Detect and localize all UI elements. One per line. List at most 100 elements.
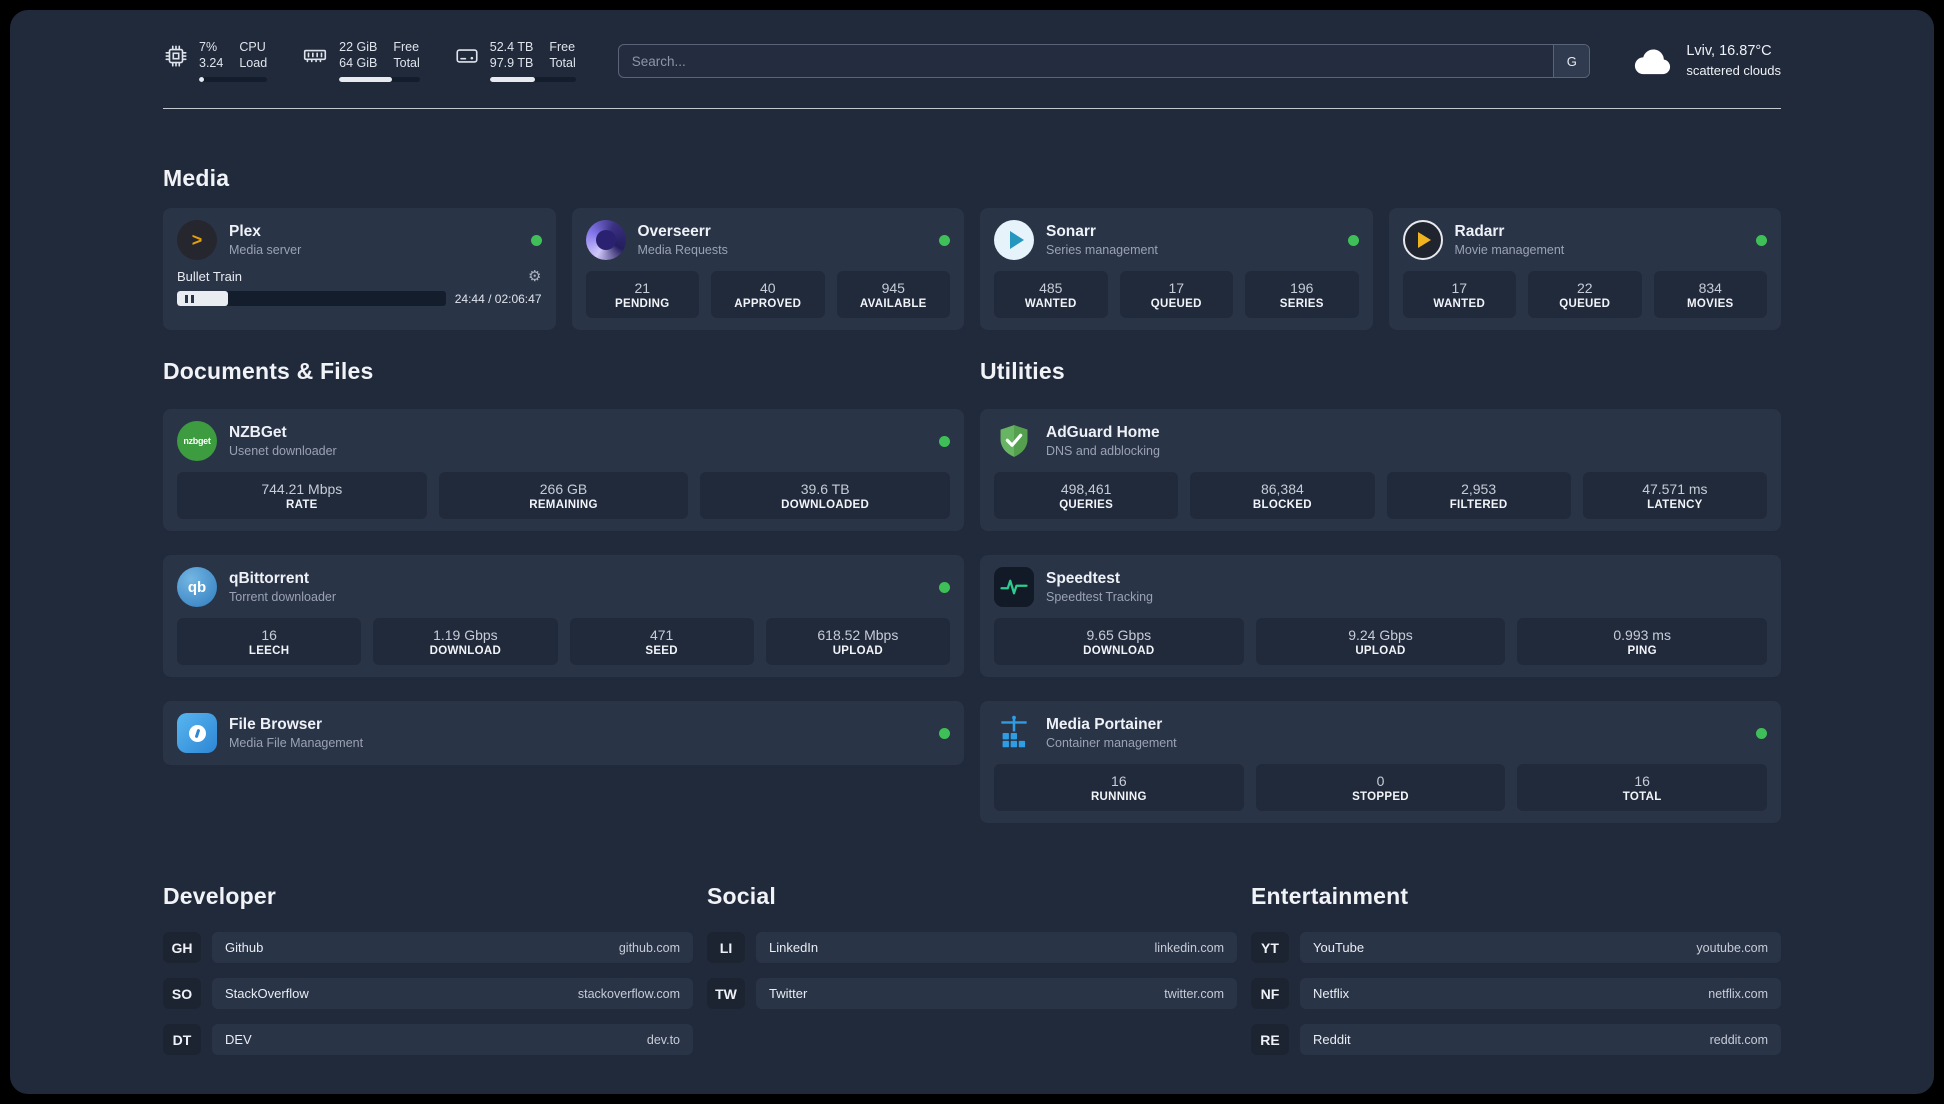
app-card-adguard[interactable]: AdGuard Home DNS and adblocking 498,461 … [980,409,1781,531]
stat-wanted: 17 WANTED [1402,271,1516,318]
section-title-media: Media [163,165,230,191]
stat-upload: 9.24 Gbps UPLOAD [1255,618,1506,665]
bookmark-twitter[interactable]: TW Twitter twitter.com [707,978,1237,1009]
app-title-block: Overseerr Media Requests [638,223,728,257]
sonarr-icon [994,220,1034,260]
app-title-block: Radarr Movie management [1455,223,1565,257]
stats-row: 16 RUNNING 0 STOPPED 16 TOTAL [994,764,1767,811]
search-bar: G [617,44,1591,78]
stat-value: 1.19 Gbps [433,626,498,643]
stat-label: QUEUED [1559,297,1611,310]
search-engine-button[interactable]: G [1553,45,1590,77]
app-card-speedtest[interactable]: Speedtest Speedtest Tracking 9.65 Gbps D… [980,555,1781,677]
playback-time: 24:44 / 02:06:47 [454,291,542,306]
stat-queued: 22 QUEUED [1528,271,1642,318]
app-card-sonarr[interactable]: Sonarr Series management 485 WANTED 17 Q… [980,208,1373,330]
disk-total-value: 97.9 TB [489,56,534,70]
stat-filtered: 2,953 FILTERED [1386,472,1571,519]
bookmark-name: DEV [225,1032,252,1047]
bookmark-url: dev.to [646,1032,680,1047]
stat-label: DOWNLOAD [429,644,502,657]
app-description: Media server [229,243,302,257]
bookmark-stackoverflow[interactable]: SO StackOverflow stackoverflow.com [163,978,693,1009]
stats-row: 21 PENDING 40 APPROVED 945 AVAILABLE [585,271,950,318]
app-description: Torrent downloader [229,590,337,604]
bookmark-netflix[interactable]: NF Netflix netflix.com [1251,978,1781,1009]
bookmark-youtube[interactable]: YT YouTube youtube.com [1251,932,1781,963]
stat-label: UPLOAD [832,644,884,657]
stat-leech: 16 LEECH [177,618,362,665]
app-description: Media File Management [229,736,364,750]
stat-label: BLOCKED [1252,498,1312,511]
stat-value: 266 GB [539,480,588,497]
bookmark-name: YouTube [1313,940,1365,955]
bookmark-name: LinkedIn [769,940,819,955]
stats-row: 17 WANTED 22 QUEUED 834 MOVIES [1402,271,1767,318]
stat-value: 9.24 Gbps [1348,626,1413,643]
app-card-radarr[interactable]: Radarr Movie management 17 WANTED 22 QUE… [1388,208,1781,330]
disk-widget: 52.4 TB Free 97.9 TB Total [454,40,576,82]
stat-label: LEECH [248,644,290,657]
weather-condition: scattered clouds [1686,63,1781,78]
stat-movies: 834 MOVIES [1653,271,1767,318]
app-card-filebrowser[interactable]: File Browser Media File Management [163,701,964,765]
disk-usage-bar [489,76,576,82]
stat-label: WANTED [1433,297,1486,310]
app-title-block: Media Portainer Container management [1046,716,1177,750]
header-divider [163,108,1781,109]
weather-widget: Lviv, 16.87°C scattered clouds [1632,42,1781,79]
qbittorrent-icon: qb [177,567,217,607]
player-header: Bullet Train ⚙ [177,269,542,284]
playback-progressbar[interactable] [177,291,446,306]
stat-label: RUNNING [1090,790,1147,803]
utilities-column: Utilities AdGuard Home [980,356,1781,823]
disk-free-value: 52.4 TB [489,40,534,55]
app-card-nzbget[interactable]: nzbget NZBGet Usenet downloader 744.21 M… [163,409,964,531]
adguard-icon [994,421,1034,461]
app-card-qbittorrent[interactable]: qb qBittorrent Torrent downloader 16 LEE… [163,555,964,677]
status-dot-online [939,727,950,739]
stat-value: 196 [1290,279,1314,296]
cpu-load-value: 3.24 [199,56,224,70]
disk-stats: 52.4 TB Free 97.9 TB Total [489,40,576,82]
stat-value: 16 [261,626,277,643]
card-header: AdGuard Home DNS and adblocking [994,421,1767,461]
app-card-portainer[interactable]: Media Portainer Container management 16 … [980,701,1781,823]
overseerr-icon [585,220,626,260]
search-input[interactable] [618,53,1554,69]
gear-icon[interactable]: ⚙ [528,268,542,285]
section-title-social: Social [707,883,776,909]
stat-label: STOPPED [1352,790,1409,803]
cpu-label: CPU [239,40,266,55]
stat-value: 9.65 Gbps [1086,626,1152,643]
bookmark-github[interactable]: GH Github github.com [163,932,693,963]
stat-value: 86,384 [1260,480,1304,497]
stat-latency: 47.571 ms LATENCY [1582,472,1767,519]
app-card-overseerr[interactable]: Overseerr Media Requests 21 PENDING 40 A… [571,208,964,330]
cpu-percent: 7% [199,40,218,55]
app-title-block: AdGuard Home DNS and adblocking [1046,424,1160,458]
stat-download: 9.65 Gbps DOWNLOAD [994,618,1244,665]
media-grid: > Plex Media server Bullet Train ⚙ [163,208,1781,330]
bookmark-name: Netflix [1313,986,1350,1001]
app-title-block: Plex Media server [229,223,301,257]
cpu-icon [163,43,189,69]
bookmark-linkedin[interactable]: LI LinkedIn linkedin.com [707,932,1237,963]
app-name: Plex [229,223,261,240]
cpu-stats: 7% CPU 3.24 Load [199,40,268,82]
stat-label: SEED [645,644,678,657]
bookmark-pill: Github github.com [212,932,693,963]
pause-icon[interactable] [185,294,194,303]
stat-series: 196 SERIES [1245,271,1359,318]
nzbget-icon: nzbget [177,421,217,461]
app-card-plex[interactable]: > Plex Media server Bullet Train ⚙ [163,208,556,330]
bookmark-url: stackoverflow.com [577,986,680,1001]
bookmark-dev[interactable]: DT DEV dev.to [163,1024,693,1055]
ram-total-value: 64 GiB [339,56,378,70]
bookmark-abbr: LI [707,932,745,963]
bookmark-reddit[interactable]: RE Reddit reddit.com [1251,1024,1781,1055]
stats-row: 16 LEECH 1.19 Gbps DOWNLOAD 471 SEED 6 [177,618,950,665]
stat-label: APPROVED [734,297,802,310]
stat-label: UPLOAD [1355,644,1406,657]
app-title-block: Sonarr Series management [1046,223,1158,257]
